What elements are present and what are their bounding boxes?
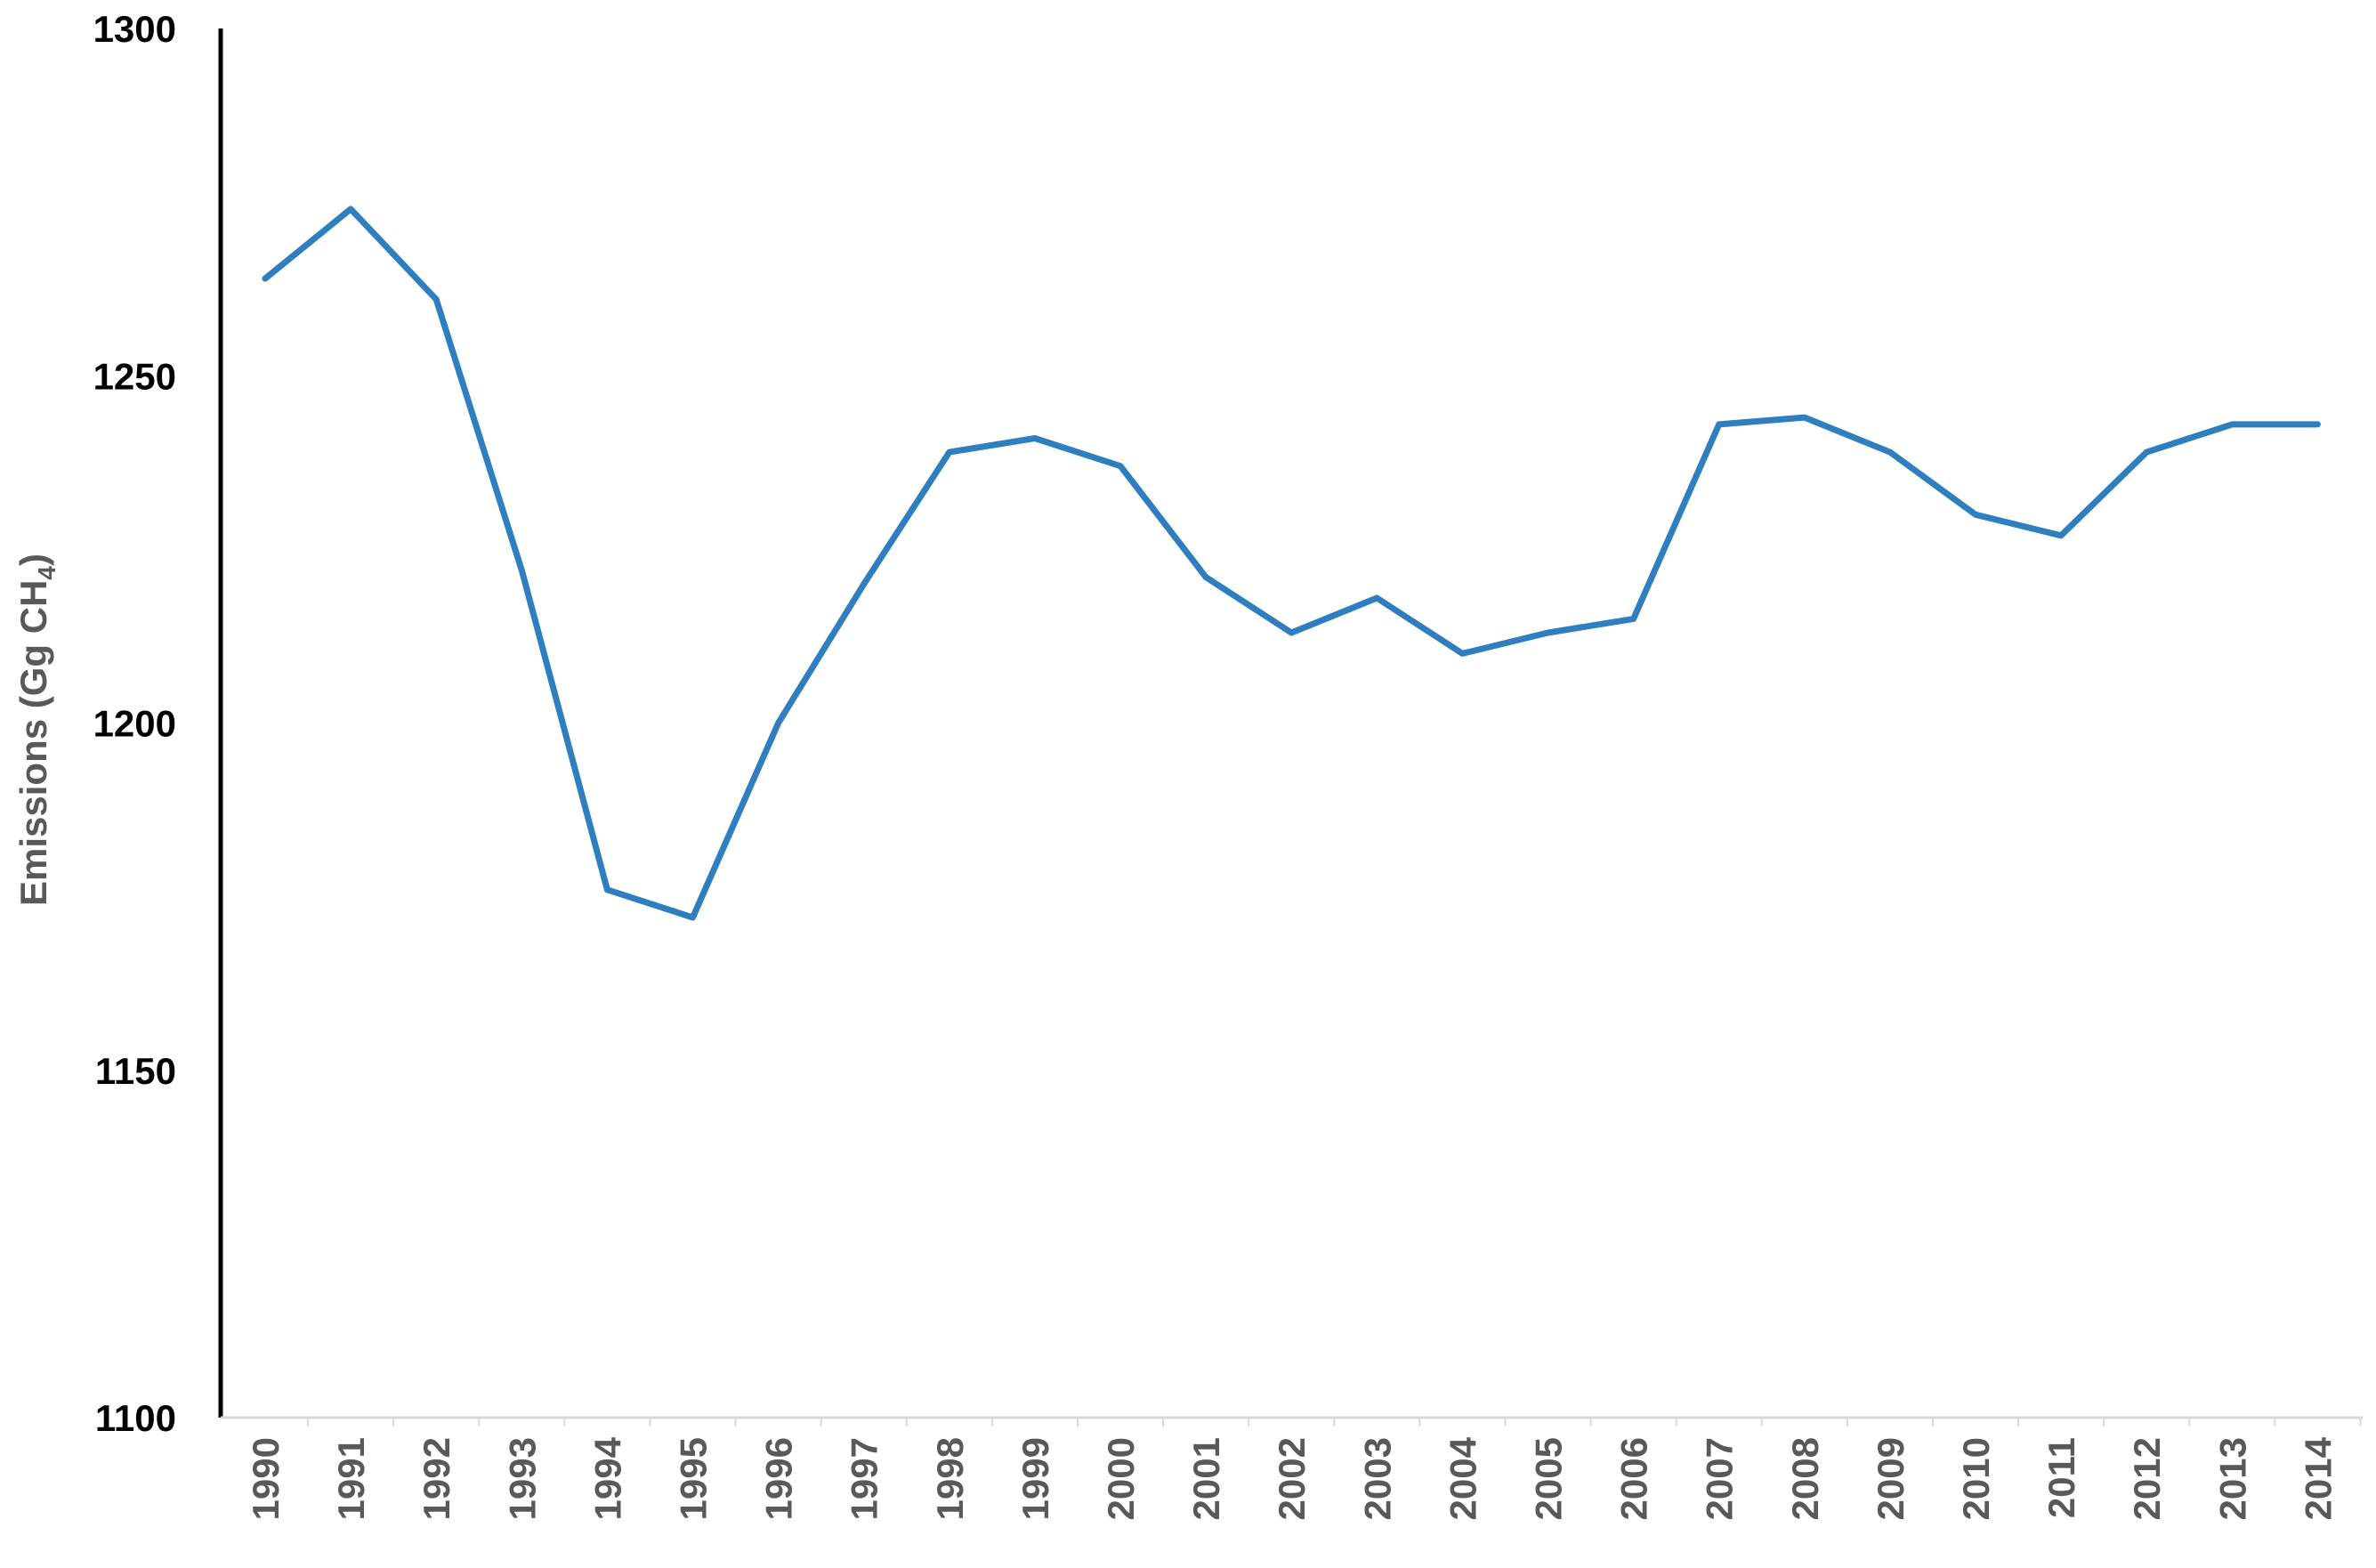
x-tick-label: 2013 xyxy=(2211,1437,2253,1520)
x-tick-label: 2003 xyxy=(1356,1437,1398,1520)
x-tick-label: 2000 xyxy=(1100,1437,1142,1520)
emissions-series-line xyxy=(262,206,2321,921)
x-tick-label: 2006 xyxy=(1613,1437,1655,1520)
y-tick-label: 1200 xyxy=(93,703,176,745)
x-tick-label: 2004 xyxy=(1442,1436,1483,1520)
y-tick-label: 1300 xyxy=(93,8,176,50)
x-tick-label: 2012 xyxy=(2126,1437,2168,1520)
x-tick-label: 1997 xyxy=(844,1437,885,1520)
x-tick-label: 1990 xyxy=(245,1437,287,1520)
y-axis-tick-labels: 1100 1150 1200 1250 1300 xyxy=(93,8,176,1439)
x-tick-label: 1991 xyxy=(330,1437,372,1520)
series-points xyxy=(264,208,2318,918)
x-tick-label: 2010 xyxy=(1955,1437,1997,1520)
y-axis-title: Emissions (Gg CH4) xyxy=(12,554,61,906)
x-tick-label: 1996 xyxy=(758,1437,800,1520)
x-tick-label: 1998 xyxy=(929,1437,971,1520)
x-tick-label: 2011 xyxy=(2041,1437,2082,1518)
y-tick-label: 1250 xyxy=(93,355,176,397)
x-tick-label: 2007 xyxy=(1699,1437,1741,1520)
x-tick-label: 2014 xyxy=(2297,1436,2339,1520)
x-axis-tick-labels: 1990 1991 1992 1993 1994 1995 1996 1997 1998 1999… xyxy=(245,1436,2339,1520)
x-tick-label: 2005 xyxy=(1528,1437,1570,1520)
x-tick-label: 1994 xyxy=(586,1436,628,1520)
x-tick-label: 1995 xyxy=(673,1437,715,1520)
x-tick-label: 2009 xyxy=(1870,1437,1911,1520)
x-tick-label: 1993 xyxy=(501,1437,543,1520)
x-tick-label: 2001 xyxy=(1185,1437,1227,1520)
y-tick-label: 1150 xyxy=(95,1050,176,1092)
x-tick-label: 2008 xyxy=(1784,1437,1826,1520)
x-tick-label: 1992 xyxy=(416,1437,457,1520)
x-axis-tick-marks xyxy=(307,1418,2362,1427)
x-tick-label: 2002 xyxy=(1271,1437,1313,1520)
y-tick-label: 1100 xyxy=(95,1397,176,1439)
x-tick-label: 1999 xyxy=(1014,1437,1056,1520)
